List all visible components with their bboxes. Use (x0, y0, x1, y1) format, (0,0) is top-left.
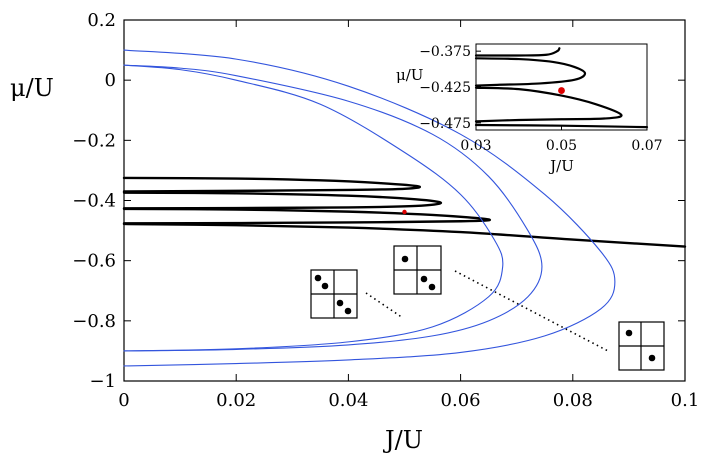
inset-y-tick-label: −0.375 (419, 44, 471, 60)
y-tick-label: 0.2 (87, 10, 116, 31)
inset-y-tick-label: −0.425 (419, 80, 471, 96)
inset-x-axis-label: J/U (548, 157, 574, 175)
series-layer (122, 49, 687, 367)
inset-x-tick-label: 0.07 (631, 138, 662, 154)
y-tick-label: −0.2 (72, 130, 116, 151)
y-axis-label: μ/U (10, 74, 54, 102)
inset-series-lobe-1 (474, 47, 561, 57)
x-tick-label: 0 (118, 390, 129, 411)
inset-axis-ticks: 0.03 0.05 0.07 −0.375 −0.425 −0.475 (419, 44, 662, 154)
inset-series-lobe-3 (474, 86, 623, 123)
series-line-blue-outer (123, 49, 616, 367)
inset-x-tick-label: 0.05 (546, 138, 577, 154)
highlight-point (402, 209, 407, 215)
lattice-diagram-three-dots (393, 245, 442, 295)
inset-series-lobe-2 (474, 57, 587, 87)
x-tick-label: 0.02 (216, 390, 256, 411)
inset-y-tick-label: −0.475 (419, 116, 471, 132)
lattice-dot (428, 283, 436, 291)
x-tick-label: 0.1 (671, 390, 700, 411)
y-tick-label: 0 (105, 70, 116, 91)
y-tick-label: −0.4 (72, 191, 116, 212)
series-line-black-lobe-3 (122, 207, 491, 225)
x-tick-label: 0.08 (553, 390, 593, 411)
lattice-diagram-two-dots (618, 321, 665, 371)
lattice-dot (401, 255, 409, 263)
pointer-line-b (454, 270, 609, 352)
lattice-dot (321, 282, 329, 290)
lattice-dot (344, 307, 352, 315)
series-line-blue-inner (123, 64, 504, 352)
axis-ticks: 0 0.02 0.04 0.06 0.08 0.1 0.2 0 −0.2 −0.4 −0.6 −0.8… (72, 10, 699, 411)
pointer-line-a (365, 292, 404, 319)
inset-x-tick-label: 0.03 (460, 138, 491, 154)
series-line-black-line (122, 222, 687, 248)
series-line-black-lobe-1 (122, 176, 421, 193)
x-tick-label: 0.06 (441, 390, 481, 411)
lattice-dot (648, 354, 656, 362)
lattice-dot (336, 299, 344, 307)
lattice-dot (420, 275, 428, 283)
y-tick-label: −1 (89, 371, 116, 392)
y-tick-label: −0.8 (72, 311, 116, 332)
y-tick-label: −0.6 (72, 251, 116, 272)
series-line-black-lobe-2 (122, 191, 443, 210)
inset-chart: 0.03 0.05 0.07 −0.375 −0.425 −0.475 μ/U J/U (396, 43, 663, 175)
x-axis-label: J/U (382, 426, 423, 454)
series-line-blue-middle (123, 64, 543, 352)
lattice-dot (625, 329, 633, 337)
pointer-lines (365, 270, 609, 352)
x-tick-label: 0.04 (328, 390, 368, 411)
inset-highlight-point (558, 87, 565, 94)
inset-y-axis-label: μ/U (396, 66, 423, 84)
lattice-dot (314, 274, 322, 282)
lattice-diagram-four-dots (310, 269, 358, 319)
